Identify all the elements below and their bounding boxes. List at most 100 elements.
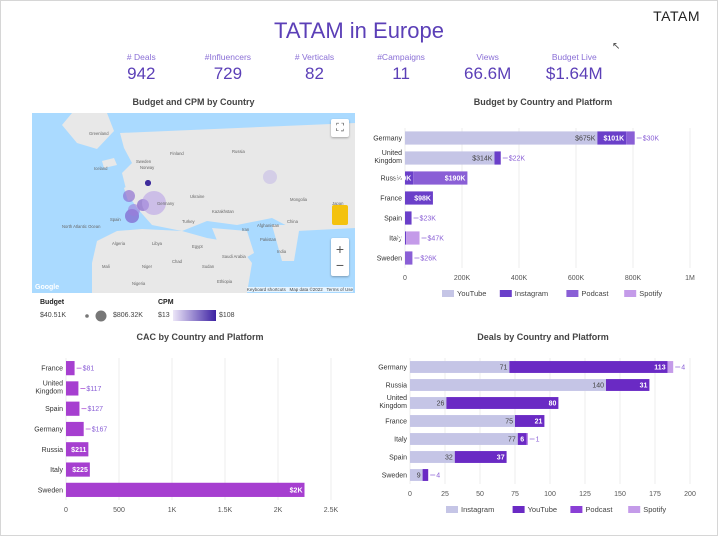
zoom-control: + −	[331, 238, 349, 276]
map-label-spain: Spain	[110, 217, 121, 222]
data-label: 140	[592, 383, 604, 390]
land-africa	[92, 229, 252, 293]
kpi-row: # Deals 942 #Influencers 729 # Verticals 82…	[98, 52, 618, 84]
bar-united-kingdom-youtube[interactable]	[405, 151, 495, 165]
data-label: $101K	[604, 136, 625, 143]
pegman-icon[interactable]	[332, 205, 348, 225]
map-labels: Greenland Iceland Sweden Finland Norway Russi…	[62, 131, 344, 286]
kpi-views: Views 66.6M	[444, 52, 531, 84]
bubble-italy[interactable]	[128, 204, 140, 216]
bar-italy-youtube[interactable]	[517, 433, 527, 445]
budget-chart-title: Budget by Country and Platform	[473, 97, 613, 107]
data-label: $211	[71, 447, 86, 454]
map-label-chad: Chad	[172, 259, 183, 264]
data-label: $127	[87, 406, 103, 413]
legend-label-podcast: Podcast	[585, 505, 613, 514]
map-label-algeria: Algeria	[112, 241, 126, 246]
bar-germany-podcast[interactable]	[626, 131, 635, 145]
data-label: 37	[497, 455, 505, 462]
kpi-budget-live: Budget Live $1.64M	[531, 52, 618, 84]
bar-germany-instagram[interactable]	[597, 131, 627, 145]
country-map[interactable]: Greenland Iceland Sweden Finland Norway Russi…	[32, 113, 355, 293]
bar-united-kingdom[interactable]	[66, 381, 79, 396]
map-label-iran: Iran	[242, 227, 250, 232]
bar-france-youtube[interactable]	[515, 415, 545, 427]
terms-link[interactable]: Terms of Use	[326, 287, 353, 292]
kpi-value: 11	[392, 64, 410, 83]
bar-sweden-instagram[interactable]	[410, 469, 423, 481]
bubble-russia[interactable]	[263, 170, 277, 184]
cac-chart: 0 500 1K 1.5K 2K 2.5K France $81 United Kingdom $1…	[34, 358, 339, 514]
category-label-france: France	[385, 419, 407, 426]
cac-chart-title: CAC by Country and Platform	[136, 332, 264, 342]
legend-swatch-instagram	[446, 506, 458, 513]
bar-russia-instagram[interactable]	[405, 171, 414, 185]
keyboard-shortcuts-link[interactable]: Keyboard shortcuts	[246, 287, 286, 292]
bar-russia-podcast[interactable]	[413, 171, 468, 185]
x-tick-label: 800K	[625, 275, 642, 282]
bar-germany[interactable]	[66, 421, 84, 437]
map-label-germany: Germany	[157, 201, 175, 206]
bubble-germany[interactable]	[142, 191, 166, 215]
category-label-russia: Russia	[386, 383, 408, 390]
bar-italy[interactable]	[66, 462, 90, 477]
map-label-turkey: Turkey	[182, 219, 196, 224]
category-label-united-kingdom: United Kingdom	[374, 150, 402, 165]
zoom-in-button[interactable]: +	[335, 241, 345, 257]
bar-spain-instagram[interactable]	[410, 451, 455, 463]
bar-sweden-podcast[interactable]	[405, 251, 413, 265]
fullscreen-button[interactable]: ⛶	[331, 119, 349, 137]
x-tick-label: 2.5K	[324, 507, 339, 514]
x-tick-label: 125	[579, 491, 591, 498]
bar-italy-instagram[interactable]	[410, 433, 518, 445]
bar-russia[interactable]	[66, 442, 89, 457]
kpi-deals: # Deals 942	[98, 52, 185, 84]
bar-russia-youtube[interactable]	[606, 379, 650, 391]
bar-france-instagram[interactable]	[410, 415, 515, 427]
data-label: 80	[549, 401, 557, 408]
legend-label-instagram: Instagram	[461, 505, 494, 514]
bar-united-kingdom-instagram[interactable]	[410, 397, 447, 409]
brand-logo: TATAM	[653, 8, 700, 24]
bar-germany-youtube[interactable]	[405, 131, 598, 145]
cpm-legend-min: $13	[158, 312, 170, 319]
bar-germany-instagram[interactable]	[410, 361, 510, 373]
data-label: $225	[72, 467, 88, 474]
bar-sweden[interactable]	[66, 482, 305, 497]
bar-france[interactable]	[66, 361, 75, 376]
x-tick-label: 50	[476, 491, 484, 498]
bar-spain-youtube[interactable]	[454, 451, 507, 463]
bar-germany-youtube[interactable]	[509, 361, 668, 373]
x-tick-label: 100	[544, 491, 556, 498]
map-label-kazakhstan: Kazakhstan	[212, 209, 235, 214]
data-label: 1	[536, 437, 540, 444]
map-label-nigeria: Nigeria	[132, 281, 146, 286]
bar-spain[interactable]	[66, 401, 80, 416]
data-label: $117	[86, 386, 101, 393]
bar-russia-instagram[interactable]	[410, 379, 606, 391]
bar-germany-spotify[interactable]	[667, 361, 674, 373]
bar-united-kingdom-instagram[interactable]	[494, 151, 501, 165]
bar-italy-instagram[interactable]	[405, 231, 407, 245]
land-greenland	[62, 113, 114, 149]
data-label: 113	[654, 365, 665, 372]
bubble-finland[interactable]	[145, 180, 151, 186]
zoom-out-button[interactable]: −	[335, 257, 345, 273]
category-label-sweden: Sweden	[38, 487, 63, 494]
category-label-sweden: Sweden	[382, 473, 407, 480]
bar-sweden-youtube[interactable]	[422, 469, 429, 481]
kpi-label: # Deals	[126, 52, 156, 62]
map-label-finland: Finland	[170, 151, 184, 156]
x-tick-label: 600K	[568, 275, 585, 282]
kpi-label: Budget Live	[551, 52, 597, 62]
bar-france-instagram[interactable]	[405, 191, 433, 205]
bar-spain-instagram[interactable]	[405, 211, 412, 225]
kpi-value: 66.6M	[464, 64, 512, 83]
bubble-uk[interactable]	[123, 190, 135, 202]
data-label: 75	[505, 419, 513, 426]
category-label-france: France	[380, 196, 402, 203]
bar-united-kingdom-youtube[interactable]	[446, 397, 559, 409]
bar-italy-spotify[interactable]	[406, 231, 420, 245]
budget-large-dot	[95, 310, 107, 322]
bar-italy-podcast[interactable]	[526, 433, 528, 445]
